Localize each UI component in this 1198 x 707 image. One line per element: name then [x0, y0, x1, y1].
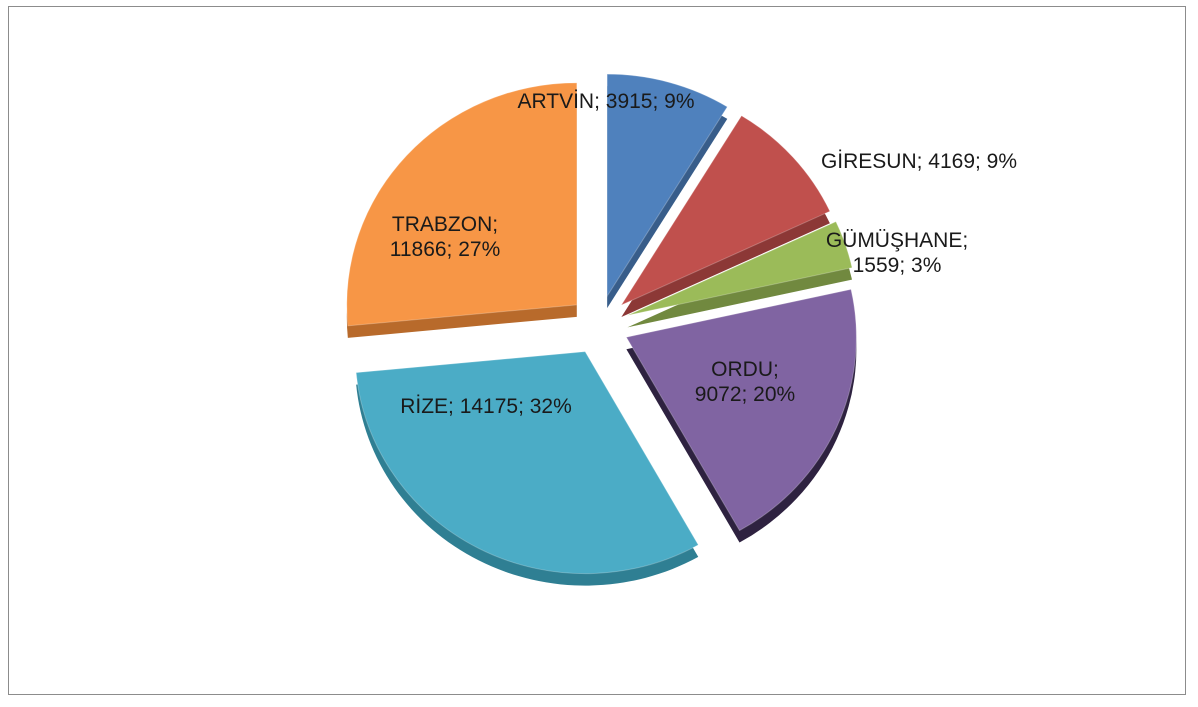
data-label-line: TRABZON;	[392, 213, 498, 236]
data-label-line: ARTVİN; 3915; 9%	[517, 90, 694, 113]
data-label-ri-ze: RİZE; 14175; 32%	[400, 395, 572, 418]
pie-slice-gi-resun	[620, 115, 831, 307]
pie-slice-g-m-hane	[627, 220, 853, 316]
pie-slice-ordu	[625, 288, 857, 532]
data-label-g-m-hane: GÜMÜŞHANE; 1559; 3%	[826, 229, 968, 277]
pie-labels: ARTVİN; 3915; 9% GİRESUN; 4169; 9% GÜMÜŞHA…	[390, 90, 1017, 418]
data-label-line: ORDU;	[711, 358, 779, 381]
pie-chart: ARTVİN; 3915; 9% GİRESUN; 4169; 9% GÜMÜŞHA…	[346, 73, 1017, 586]
pie-slices	[346, 73, 857, 575]
pie-slice-trabzon	[346, 82, 578, 327]
pie-slice-artvi-n	[606, 73, 728, 298]
data-label-gi-resun: GİRESUN; 4169; 9%	[821, 150, 1017, 173]
data-label-line: 1559; 3%	[853, 254, 942, 277]
data-label-trabzon: TRABZON; 11866; 27%	[390, 213, 501, 261]
data-label-artvi-n: ARTVİN; 3915; 9%	[517, 90, 694, 113]
data-label-line: GÜMÜŞHANE;	[826, 229, 968, 252]
data-label-line: RİZE; 14175; 32%	[400, 395, 572, 418]
data-label-line: GİRESUN; 4169; 9%	[821, 150, 1017, 173]
data-label-line: 9072; 20%	[695, 383, 795, 406]
chart-area: ARTVİN; 3915; 9% GİRESUN; 4169; 9% GÜMÜŞHA…	[8, 6, 1186, 695]
pie-slice-ri-ze	[355, 351, 699, 575]
data-label-ordu: ORDU; 9072; 20%	[695, 358, 795, 406]
data-label-line: 11866; 27%	[390, 238, 501, 261]
